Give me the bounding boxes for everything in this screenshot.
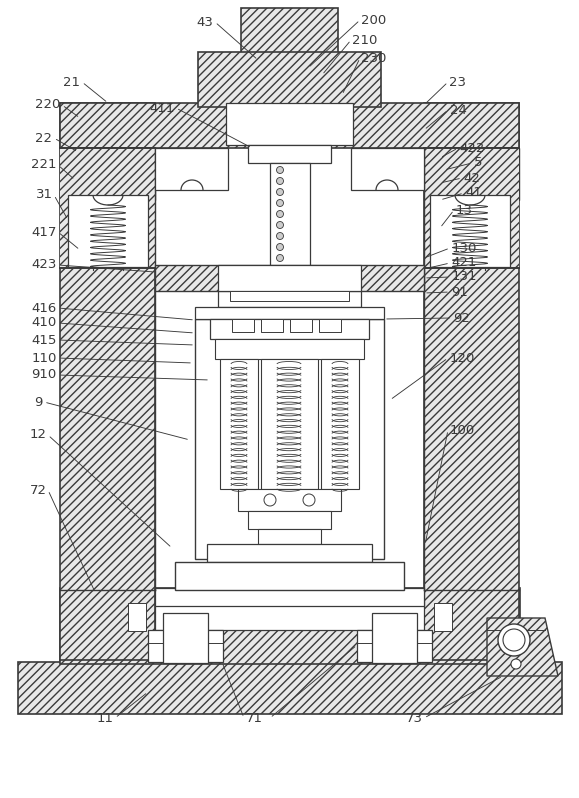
Circle shape bbox=[277, 255, 284, 262]
Bar bbox=[60, 588, 520, 664]
Text: 423: 423 bbox=[31, 259, 57, 271]
Circle shape bbox=[277, 200, 284, 207]
Bar bbox=[207, 544, 372, 562]
Bar bbox=[230, 291, 349, 301]
Circle shape bbox=[498, 624, 530, 656]
Bar bbox=[68, 195, 148, 267]
Circle shape bbox=[277, 222, 284, 228]
Bar bbox=[155, 148, 228, 190]
Bar bbox=[424, 103, 519, 660]
Text: 120: 120 bbox=[449, 351, 475, 365]
Bar bbox=[321, 359, 359, 489]
Text: 100: 100 bbox=[449, 424, 475, 437]
Circle shape bbox=[303, 494, 315, 506]
Bar bbox=[424, 148, 519, 200]
Bar bbox=[290, 319, 312, 332]
Circle shape bbox=[277, 211, 284, 218]
Text: 41: 41 bbox=[466, 187, 482, 200]
Bar bbox=[241, 8, 338, 58]
Bar bbox=[60, 103, 519, 148]
Bar bbox=[215, 339, 364, 359]
Bar bbox=[198, 52, 381, 107]
Text: 91: 91 bbox=[452, 286, 468, 298]
Text: 417: 417 bbox=[31, 226, 57, 239]
Bar bbox=[232, 319, 254, 332]
Polygon shape bbox=[487, 618, 558, 676]
Text: 21: 21 bbox=[64, 76, 80, 89]
Bar bbox=[195, 307, 384, 319]
Bar bbox=[60, 103, 155, 660]
Text: 5: 5 bbox=[474, 156, 482, 169]
Text: 230: 230 bbox=[361, 52, 387, 65]
Bar bbox=[220, 359, 258, 489]
Text: 12: 12 bbox=[30, 429, 46, 441]
Bar bbox=[372, 613, 417, 663]
Circle shape bbox=[503, 629, 525, 651]
Bar bbox=[163, 613, 208, 663]
Text: 220: 220 bbox=[35, 98, 61, 112]
Circle shape bbox=[511, 659, 521, 669]
Text: 221: 221 bbox=[31, 159, 57, 172]
Text: 13: 13 bbox=[456, 203, 472, 216]
Text: 421: 421 bbox=[451, 256, 477, 270]
Text: 422: 422 bbox=[459, 141, 485, 155]
Bar bbox=[195, 319, 384, 559]
Text: 73: 73 bbox=[405, 712, 423, 725]
Text: 42: 42 bbox=[464, 172, 481, 184]
Circle shape bbox=[277, 177, 284, 184]
Bar bbox=[434, 603, 452, 631]
Text: 72: 72 bbox=[30, 484, 46, 496]
Text: 410: 410 bbox=[31, 317, 57, 330]
Bar bbox=[261, 359, 318, 489]
Bar bbox=[248, 511, 331, 529]
Circle shape bbox=[277, 188, 284, 196]
Text: 92: 92 bbox=[453, 311, 470, 325]
Bar bbox=[18, 662, 562, 714]
Circle shape bbox=[277, 243, 284, 251]
Text: 110: 110 bbox=[31, 351, 57, 365]
Text: 24: 24 bbox=[449, 104, 467, 117]
Text: 200: 200 bbox=[361, 14, 387, 26]
Text: 43: 43 bbox=[196, 15, 214, 29]
Bar bbox=[357, 630, 432, 662]
Text: 23: 23 bbox=[449, 76, 467, 89]
Bar bbox=[128, 603, 146, 631]
Circle shape bbox=[264, 494, 276, 506]
Text: 416: 416 bbox=[31, 302, 57, 314]
Circle shape bbox=[277, 232, 284, 239]
Bar bbox=[218, 291, 361, 307]
Bar bbox=[210, 319, 369, 339]
Bar bbox=[258, 529, 321, 544]
Bar bbox=[270, 163, 310, 268]
Text: 71: 71 bbox=[245, 712, 262, 725]
Bar bbox=[148, 630, 223, 662]
Text: 210: 210 bbox=[352, 34, 378, 46]
Text: 11: 11 bbox=[97, 712, 113, 725]
Text: 9: 9 bbox=[34, 396, 42, 409]
Bar bbox=[248, 145, 331, 163]
Text: 415: 415 bbox=[31, 334, 57, 346]
Text: 411: 411 bbox=[149, 101, 175, 114]
Text: 130: 130 bbox=[451, 242, 477, 255]
Text: 22: 22 bbox=[35, 132, 53, 144]
Circle shape bbox=[277, 167, 284, 173]
Bar bbox=[430, 195, 510, 267]
Text: 131: 131 bbox=[451, 271, 477, 283]
Text: 31: 31 bbox=[35, 188, 53, 202]
Bar bbox=[218, 265, 361, 291]
Bar bbox=[261, 319, 283, 332]
Bar bbox=[175, 562, 404, 590]
Text: 910: 910 bbox=[31, 369, 57, 381]
Bar bbox=[155, 588, 424, 606]
Bar bbox=[155, 588, 424, 630]
Bar bbox=[226, 103, 353, 145]
Bar bbox=[155, 265, 424, 291]
Bar bbox=[60, 148, 155, 200]
Bar bbox=[424, 148, 519, 268]
Bar bbox=[351, 148, 424, 190]
Bar bbox=[60, 148, 155, 268]
Bar bbox=[319, 319, 341, 332]
Bar bbox=[238, 489, 341, 511]
